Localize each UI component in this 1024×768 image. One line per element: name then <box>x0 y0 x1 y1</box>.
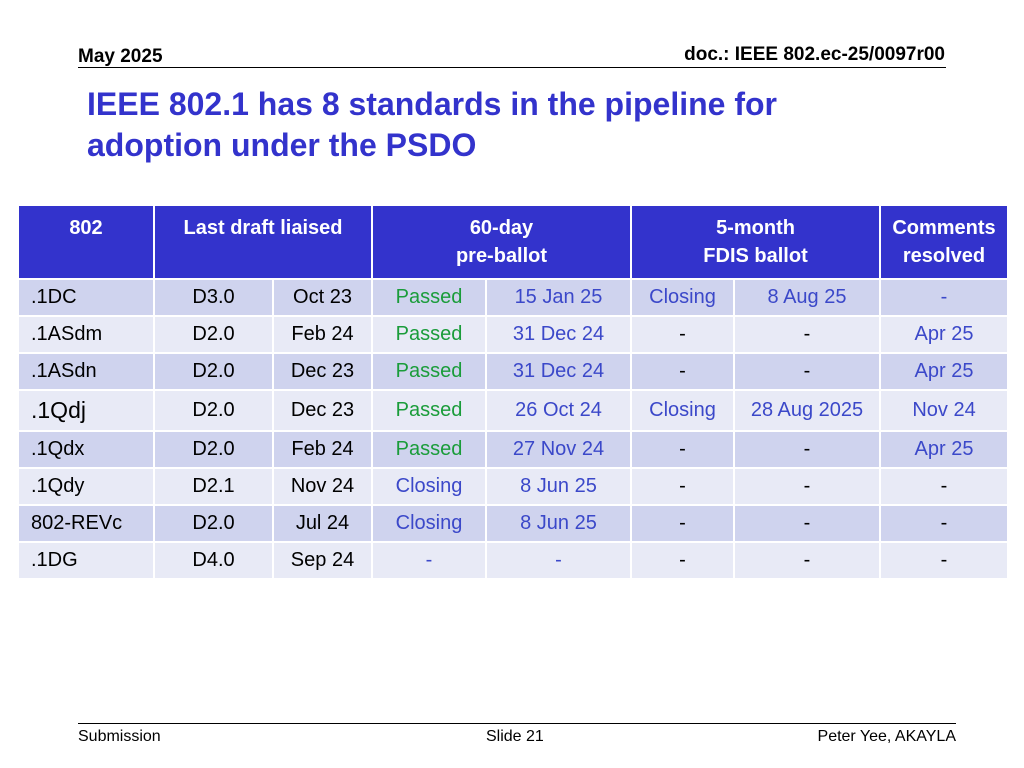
header-doc-id: doc.: IEEE 802.ec-25/0097r00 <box>684 44 945 65</box>
cell-fdis-status: - <box>630 504 735 543</box>
table-row: .1DG D4.0 Sep 24 - - - - - <box>17 541 1010 580</box>
cell-pre-ballot-date: 31 Dec 24 <box>485 352 632 391</box>
header-comments-line-2: resolved <box>902 245 986 267</box>
header-60-day-line-2: pre-ballot <box>455 245 548 267</box>
cell-pre-ballot-status: Passed <box>371 315 487 354</box>
cell-pre-ballot-status: Passed <box>371 352 487 391</box>
table-row: .1DC D3.0 Oct 23 Passed 15 Jan 25 Closin… <box>17 278 1010 317</box>
cell-fdis-status: - <box>630 352 735 391</box>
cell-pre-ballot-status: - <box>371 541 487 580</box>
cell-fdis-status: Closing <box>630 389 735 432</box>
header-5-month-line-2: FDIS ballot <box>703 245 808 267</box>
footer-slide-number: Slide 21 <box>486 728 544 745</box>
cell-fdis-status: - <box>630 541 735 580</box>
cell-draft-date: Oct 23 <box>272 278 373 317</box>
cell-draft: D2.0 <box>153 352 274 391</box>
table-row: .1ASdn D2.0 Dec 23 Passed 31 Dec 24 - - … <box>17 352 1010 391</box>
cell-standard: .1ASdm <box>17 315 155 354</box>
cell-fdis-status: - <box>630 467 735 506</box>
header-5-month: 5-month FDIS ballot <box>629 204 882 280</box>
cell-pre-ballot-status: Closing <box>371 467 487 506</box>
header-last-draft: Last draft liaised <box>153 204 373 280</box>
table-header-row: 802 Last draft liaised 60-day pre-ballot… <box>17 204 1010 280</box>
cell-pre-ballot-status: Passed <box>371 389 487 432</box>
cell-draft: D2.0 <box>153 504 274 543</box>
slide-title-line-1: IEEE 802.1 has 8 standards in the pipeli… <box>87 86 777 122</box>
table-row: .1Qdj D2.0 Dec 23 Passed 26 Oct 24 Closi… <box>17 389 1010 432</box>
cell-comments-resolved: Apr 25 <box>879 430 1010 469</box>
cell-fdis-status: - <box>630 430 735 469</box>
cell-comments-resolved: - <box>879 278 1010 317</box>
table-row: .1ASdm D2.0 Feb 24 Passed 31 Dec 24 - - … <box>17 315 1010 354</box>
cell-pre-ballot-status: Closing <box>371 504 487 543</box>
cell-draft: D2.1 <box>153 467 274 506</box>
cell-fdis-status: Closing <box>630 278 735 317</box>
cell-draft-date: Sep 24 <box>272 541 373 580</box>
header-divider <box>78 67 946 68</box>
cell-draft-date: Feb 24 <box>272 315 373 354</box>
header-date: May 2025 <box>78 46 163 67</box>
cell-comments-resolved: - <box>879 541 1010 580</box>
cell-draft: D2.0 <box>153 430 274 469</box>
header-comments-resolved: Comments resolved <box>879 204 1010 280</box>
cell-draft: D2.0 <box>153 389 274 432</box>
header-5-month-line-1: 5-month <box>716 217 795 239</box>
cell-draft: D3.0 <box>153 278 274 317</box>
cell-standard: .1ASdn <box>17 352 155 391</box>
table-row: 802-REVc D2.0 Jul 24 Closing 8 Jun 25 - … <box>17 504 1010 543</box>
cell-draft-date: Dec 23 <box>272 389 373 432</box>
slide-title: IEEE 802.1 has 8 standards in the pipeli… <box>87 84 947 166</box>
cell-fdis-date: - <box>732 541 882 580</box>
cell-pre-ballot-date: 8 Jun 25 <box>485 467 632 506</box>
cell-comments-resolved: - <box>879 504 1010 543</box>
cell-draft: D2.0 <box>153 315 274 354</box>
table-row: .1Qdy D2.1 Nov 24 Closing 8 Jun 25 - - - <box>17 467 1010 506</box>
cell-draft-date: Feb 24 <box>272 430 373 469</box>
cell-draft: D4.0 <box>153 541 274 580</box>
cell-fdis-date: 28 Aug 2025 <box>732 389 882 432</box>
footer-author: Peter Yee, AKAYLA <box>817 728 956 745</box>
cell-pre-ballot-date: 31 Dec 24 <box>485 315 632 354</box>
cell-pre-ballot-status: Passed <box>371 430 487 469</box>
footer-divider <box>78 723 956 724</box>
cell-fdis-date: - <box>732 467 882 506</box>
cell-pre-ballot-date: 26 Oct 24 <box>485 389 632 432</box>
cell-pre-ballot-date: 15 Jan 25 <box>485 278 632 317</box>
cell-draft-date: Nov 24 <box>272 467 373 506</box>
cell-standard: .1DG <box>17 541 155 580</box>
cell-comments-resolved: - <box>879 467 1010 506</box>
cell-standard: 802-REVc <box>17 504 155 543</box>
table-row: .1Qdx D2.0 Feb 24 Passed 27 Nov 24 - - A… <box>17 430 1010 469</box>
header-802: 802 <box>17 204 155 280</box>
cell-comments-resolved: Apr 25 <box>879 352 1010 391</box>
header-60-day-line-1: 60-day <box>469 217 534 239</box>
slide-title-line-2: adoption under the PSDO <box>87 127 477 163</box>
header-comments-line-1: Comments <box>892 217 996 239</box>
cell-draft-date: Jul 24 <box>272 504 373 543</box>
cell-fdis-date: - <box>732 504 882 543</box>
cell-comments-resolved: Apr 25 <box>879 315 1010 354</box>
cell-standard: .1Qdy <box>17 467 155 506</box>
standards-pipeline-table: 802 Last draft liaised 60-day pre-ballot… <box>17 204 1010 580</box>
cell-fdis-date: - <box>732 315 882 354</box>
cell-standard: .1DC <box>17 278 155 317</box>
cell-standard: .1Qdx <box>17 430 155 469</box>
cell-draft-date: Dec 23 <box>272 352 373 391</box>
cell-pre-ballot-date: 27 Nov 24 <box>485 430 632 469</box>
cell-pre-ballot-date: - <box>485 541 632 580</box>
header-60-day: 60-day pre-ballot <box>371 204 632 280</box>
cell-standard: .1Qdj <box>17 389 155 432</box>
cell-fdis-date: - <box>732 352 882 391</box>
cell-fdis-date: - <box>732 430 882 469</box>
footer-submission: Submission <box>78 728 161 745</box>
cell-pre-ballot-date: 8 Jun 25 <box>485 504 632 543</box>
cell-fdis-status: - <box>630 315 735 354</box>
cell-pre-ballot-status: Passed <box>371 278 487 317</box>
cell-comments-resolved: Nov 24 <box>879 389 1010 432</box>
cell-fdis-date: 8 Aug 25 <box>732 278 882 317</box>
